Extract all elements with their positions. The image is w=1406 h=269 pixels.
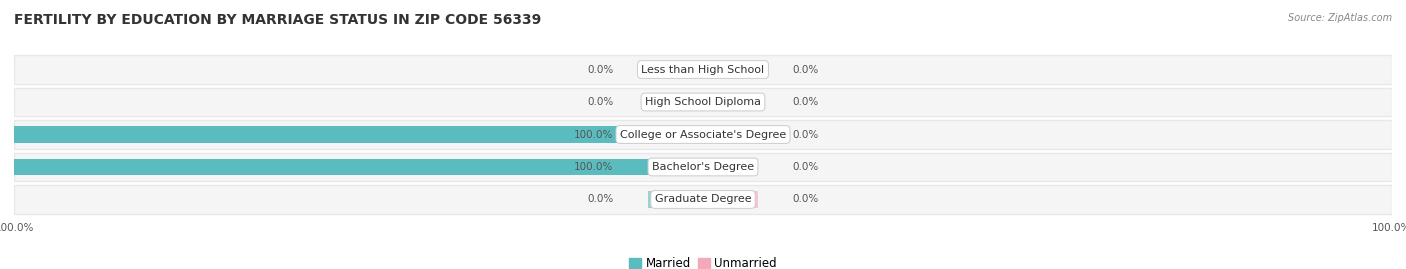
Text: College or Associate's Degree: College or Associate's Degree bbox=[620, 129, 786, 140]
Bar bbox=[703, 126, 758, 143]
Legend: Married, Unmarried: Married, Unmarried bbox=[628, 257, 778, 269]
Text: 0.0%: 0.0% bbox=[793, 194, 818, 204]
Text: High School Diploma: High School Diploma bbox=[645, 97, 761, 107]
Text: 0.0%: 0.0% bbox=[588, 97, 613, 107]
Text: 0.0%: 0.0% bbox=[793, 97, 818, 107]
Text: Source: ZipAtlas.com: Source: ZipAtlas.com bbox=[1288, 13, 1392, 23]
Bar bbox=[14, 158, 703, 175]
Bar bbox=[703, 61, 758, 78]
Text: 0.0%: 0.0% bbox=[793, 65, 818, 75]
Text: 0.0%: 0.0% bbox=[793, 162, 818, 172]
Bar bbox=[703, 158, 758, 175]
Bar bbox=[703, 191, 758, 208]
Text: 0.0%: 0.0% bbox=[793, 129, 818, 140]
Bar bbox=[648, 61, 703, 78]
Bar bbox=[14, 120, 1392, 149]
Text: Bachelor's Degree: Bachelor's Degree bbox=[652, 162, 754, 172]
Bar bbox=[14, 185, 1392, 214]
Text: 100.0%: 100.0% bbox=[574, 162, 613, 172]
Text: 0.0%: 0.0% bbox=[588, 65, 613, 75]
Bar bbox=[703, 94, 758, 111]
Bar bbox=[14, 88, 1392, 116]
Bar bbox=[14, 55, 1392, 84]
Bar bbox=[14, 153, 1392, 181]
Text: FERTILITY BY EDUCATION BY MARRIAGE STATUS IN ZIP CODE 56339: FERTILITY BY EDUCATION BY MARRIAGE STATU… bbox=[14, 13, 541, 27]
Text: Less than High School: Less than High School bbox=[641, 65, 765, 75]
Bar bbox=[648, 94, 703, 111]
Bar bbox=[14, 126, 703, 143]
Text: 100.0%: 100.0% bbox=[574, 129, 613, 140]
Text: Graduate Degree: Graduate Degree bbox=[655, 194, 751, 204]
Text: 0.0%: 0.0% bbox=[588, 194, 613, 204]
Bar bbox=[648, 191, 703, 208]
